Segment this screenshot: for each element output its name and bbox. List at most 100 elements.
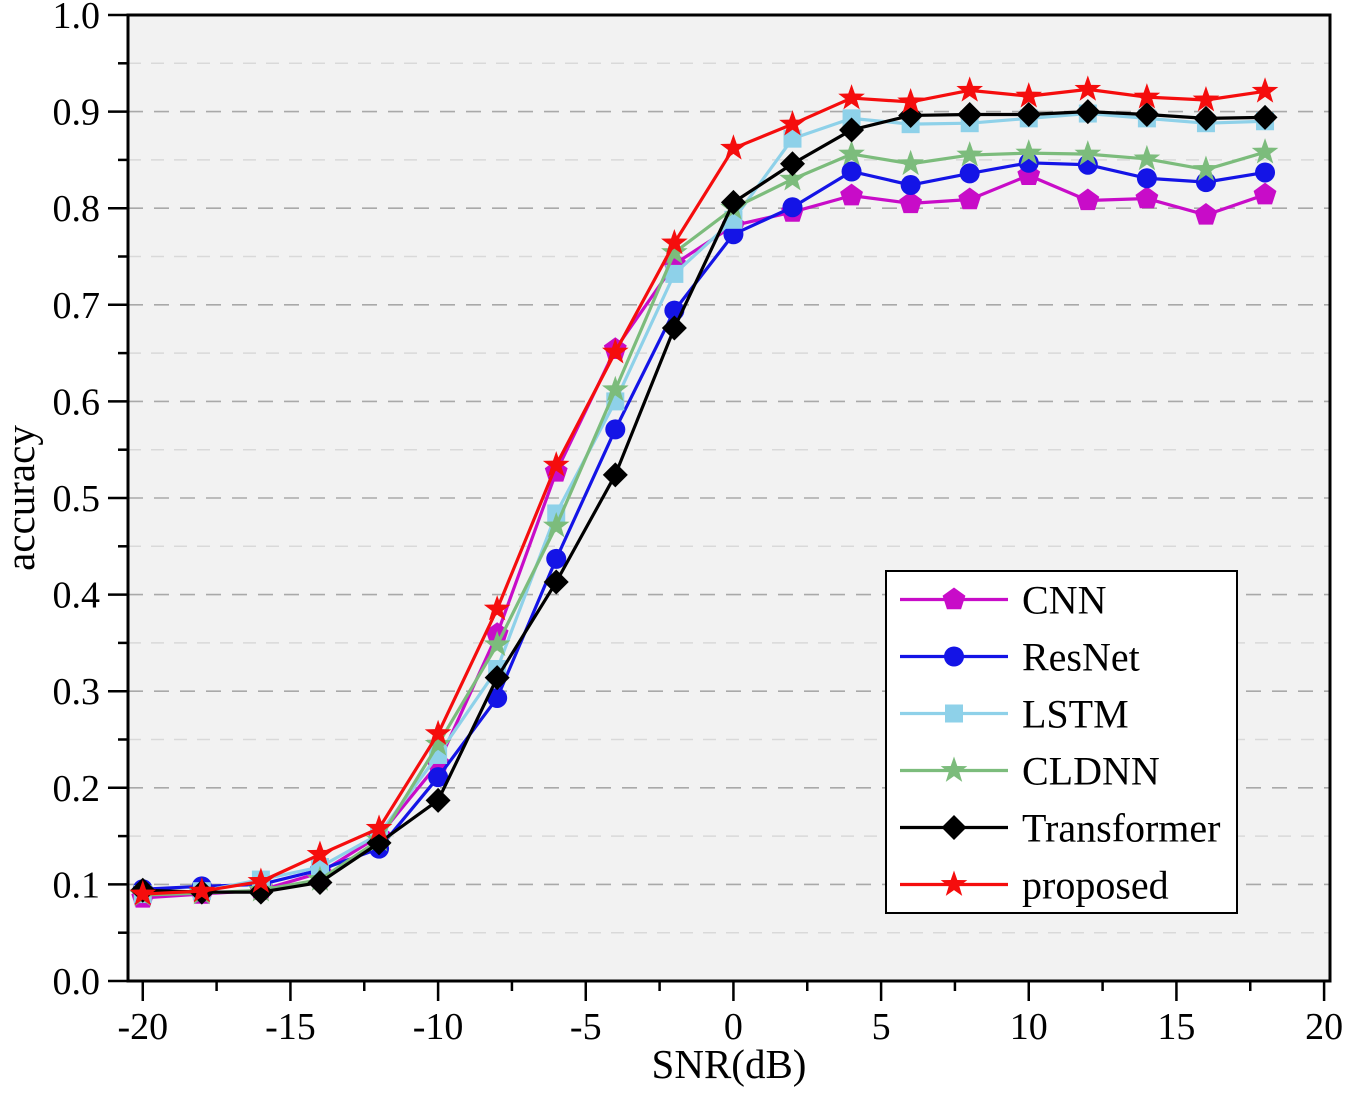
series-marker-proposed <box>306 840 334 866</box>
legend-label-CNN: CNN <box>1022 578 1106 623</box>
series-marker-LSTM <box>783 129 802 148</box>
x-tick-label: 20 <box>1305 1006 1343 1048</box>
series-marker-Transformer <box>307 869 333 895</box>
series-marker-Transformer <box>1016 102 1042 127</box>
series-marker-CNN <box>1076 188 1100 211</box>
series-marker-proposed <box>1192 86 1220 112</box>
series-marker-CNN <box>1253 182 1277 205</box>
series-marker-CLDNN <box>1192 155 1220 181</box>
legend-marker-proposed <box>940 870 968 896</box>
series-marker-proposed <box>661 228 688 255</box>
x-tick-label: 10 <box>1010 1006 1048 1048</box>
legend-marker-ResNet <box>944 646 964 667</box>
y-tick-label: 0.2 <box>53 768 101 810</box>
series-marker-proposed <box>247 867 275 893</box>
series-marker-CLDNN <box>1133 144 1161 171</box>
series-marker-ResNet <box>428 767 449 788</box>
y-tick-label: 1.0 <box>53 0 101 37</box>
series-marker-Transformer <box>602 462 628 488</box>
y-tick-label: 0.4 <box>53 575 101 617</box>
x-axis-title: SNR(dB) <box>652 1041 807 1087</box>
series-marker-proposed <box>956 76 984 102</box>
series-marker-ResNet <box>723 224 744 245</box>
x-tick-label: -15 <box>265 1006 316 1048</box>
series-marker-LSTM <box>665 264 684 283</box>
legend-label-ResNet: ResNet <box>1022 635 1140 680</box>
series-marker-CLDNN <box>424 730 452 756</box>
y-axis-title: accuracy <box>0 425 43 571</box>
series-marker-ResNet <box>546 548 567 569</box>
series-marker-proposed <box>1133 83 1161 109</box>
series-marker-proposed <box>542 451 570 477</box>
x-tick-label: 15 <box>1157 1006 1195 1048</box>
series-marker-CNN <box>1135 186 1159 209</box>
series-marker-CLDNN <box>601 375 629 402</box>
series-marker-CNN <box>1194 202 1218 225</box>
y-tick-label: 0.1 <box>53 864 101 906</box>
x-tick-label: -5 <box>570 1006 602 1048</box>
series-marker-proposed <box>838 84 865 110</box>
series-marker-Transformer <box>425 787 451 813</box>
series-marker-ResNet <box>782 197 803 218</box>
series-marker-Transformer <box>1193 105 1219 131</box>
legend-label-LSTM: LSTM <box>1022 692 1129 737</box>
series-marker-Transformer <box>957 102 983 127</box>
series-marker-CLDNN <box>838 140 865 166</box>
legend-label-CLDNN: CLDNN <box>1022 749 1160 794</box>
series-marker-CNN <box>899 191 923 214</box>
series-marker-proposed <box>779 110 806 136</box>
series-marker-ResNet <box>1136 168 1157 189</box>
legend-marker-LSTM <box>945 704 963 723</box>
series-marker-proposed <box>483 595 511 621</box>
y-tick-label: 0.5 <box>53 478 101 520</box>
series-marker-CNN <box>958 187 982 210</box>
series-marker-Transformer <box>661 315 687 341</box>
x-tick-label: -10 <box>413 1006 464 1048</box>
series-marker-ResNet <box>959 163 980 184</box>
series-marker-Transformer <box>720 189 746 215</box>
series-marker-ResNet <box>1255 162 1276 183</box>
series-marker-CLDNN <box>779 165 806 191</box>
x-tick-label: 0 <box>724 1006 743 1048</box>
y-tick-label: 0.7 <box>53 285 101 327</box>
series-marker-ResNet <box>841 161 862 182</box>
series-marker-ResNet <box>900 175 921 196</box>
legend-label-Transformer: Transformer <box>1022 806 1221 851</box>
y-tick-label: 0.9 <box>53 92 101 134</box>
series-marker-CLDNN <box>956 141 984 167</box>
legend-marker-Transformer <box>941 815 967 840</box>
y-tick-label: 0.0 <box>53 961 101 1003</box>
series-marker-CLDNN <box>1074 140 1102 166</box>
series-marker-Transformer <box>248 879 274 905</box>
y-tick-label: 0.8 <box>53 188 101 230</box>
x-tick-label: 5 <box>872 1006 891 1048</box>
series-marker-proposed <box>720 134 747 160</box>
series-marker-Transformer <box>1134 102 1160 127</box>
series-marker-Transformer <box>484 665 510 691</box>
series-marker-CLDNN <box>542 512 570 538</box>
legend-label-proposed: proposed <box>1022 863 1169 908</box>
series-marker-proposed <box>1251 77 1279 103</box>
y-tick-label: 0.3 <box>53 671 101 713</box>
series-marker-CLDNN <box>897 149 924 176</box>
series-line-LSTM <box>142 111 1266 896</box>
series-marker-proposed <box>365 814 393 840</box>
series-marker-Transformer <box>1075 99 1101 125</box>
series-marker-proposed <box>1015 82 1043 108</box>
series-marker-ResNet <box>605 419 626 440</box>
y-tick-label: 0.6 <box>53 381 101 423</box>
legend-marker-CLDNN <box>940 756 968 782</box>
series-marker-proposed <box>188 877 216 903</box>
series-marker-ResNet <box>487 687 508 708</box>
series-marker-proposed <box>1074 75 1102 101</box>
series-marker-Transformer <box>543 569 569 595</box>
legend-marker-CNN <box>942 587 966 610</box>
series-marker-proposed <box>897 87 924 114</box>
series-marker-proposed <box>424 719 452 746</box>
series-marker-proposed <box>129 880 157 906</box>
series-marker-CLDNN <box>1015 139 1043 165</box>
series-line-CLDNN <box>142 150 1266 897</box>
series-marker-Transformer <box>839 117 865 143</box>
